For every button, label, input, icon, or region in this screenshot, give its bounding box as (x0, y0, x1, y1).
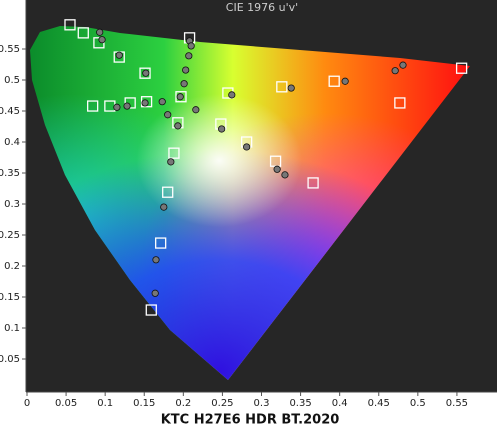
target-point (140, 96, 153, 108)
measured-point (176, 93, 184, 101)
measured-point (113, 103, 121, 111)
target-point (124, 97, 136, 109)
target-point (394, 97, 406, 109)
x-tick-label: 0.2 (175, 398, 191, 409)
measured-point (141, 99, 149, 107)
measured-point (391, 67, 399, 75)
target-point (175, 91, 187, 103)
measured-point (341, 77, 349, 85)
x-tick-label: 0.1 (97, 398, 113, 409)
measured-point (273, 165, 281, 173)
x-axis-label: KTC H27E6 HDR BT.2020 (161, 413, 340, 428)
measured-point (182, 66, 190, 74)
measured-point (142, 69, 150, 77)
measured-point (218, 125, 226, 133)
measured-point (167, 158, 175, 166)
x-tick-label: 0 (24, 398, 30, 409)
measured-point (151, 289, 159, 297)
measured-point (228, 91, 236, 99)
x-tick-label: 0.5 (410, 398, 426, 409)
target-point (307, 177, 319, 189)
measured-point (187, 42, 195, 50)
measured-point (192, 106, 200, 114)
measured-point (96, 28, 104, 36)
target-point (455, 62, 468, 74)
target-point (64, 19, 76, 31)
target-point (77, 27, 89, 39)
measured-point (123, 102, 131, 110)
target-point (328, 75, 340, 87)
y-tick-label: 0.5 (4, 75, 20, 86)
y-tick-label: 0.2 (4, 261, 20, 272)
x-tick-label: 0.55 (446, 398, 468, 409)
y-tick-label: 0.45 (0, 106, 20, 117)
y-tick-label: 0.4 (4, 137, 20, 148)
x-tick-label: 0.15 (133, 398, 155, 409)
measured-point (158, 98, 166, 106)
target-point (87, 100, 99, 112)
x-tick-label: 0.45 (368, 398, 390, 409)
measured-point (243, 143, 251, 151)
x-tick-label: 0.05 (55, 398, 77, 409)
y-tick-label: 0.1 (4, 323, 20, 334)
y-tick-label: 0.3 (4, 199, 20, 210)
measured-point (152, 256, 160, 264)
target-point (276, 81, 288, 93)
y-tick-label: 0.25 (0, 230, 20, 241)
measured-point (160, 203, 168, 211)
target-point (168, 147, 180, 159)
target-point (162, 186, 174, 198)
measured-point (287, 84, 295, 92)
target-point (145, 304, 157, 316)
measured-point (174, 122, 182, 130)
x-tick-label: 0.4 (332, 398, 348, 409)
y-tick-label: 0.55 (0, 44, 20, 55)
measured-point (399, 61, 407, 69)
y-tick-label: 0.35 (0, 168, 20, 179)
y-tick-label: 0.05 (0, 354, 20, 365)
target-point (139, 67, 151, 79)
x-tick-label: 0.3 (254, 398, 270, 409)
target-point (93, 37, 105, 49)
target-point (155, 237, 167, 249)
chart-title: CIE 1976 u'v' (226, 1, 298, 14)
measured-point (98, 36, 106, 44)
x-tick-label: 0.25 (211, 398, 233, 409)
measured-point (185, 52, 193, 60)
measured-point (164, 111, 172, 119)
y-tick-label: 0.15 (0, 292, 20, 303)
measured-point (180, 80, 188, 88)
x-tick-label: 0.35 (289, 398, 311, 409)
measured-point (115, 51, 123, 59)
measured-point (281, 171, 289, 179)
